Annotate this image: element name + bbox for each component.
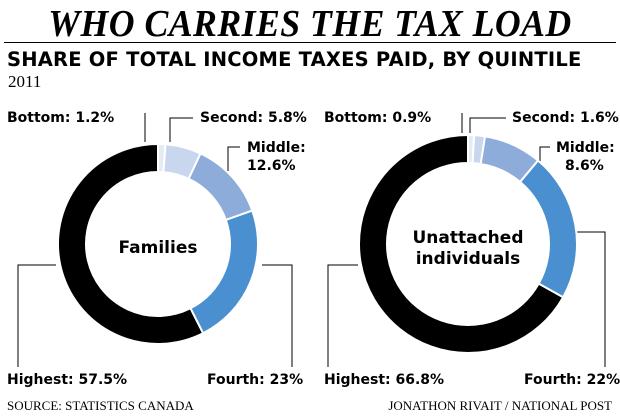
leader-line	[227, 146, 240, 171]
leader-line	[539, 146, 550, 166]
credit-note: JONATHON RIVAIT / NATIONAL POST	[388, 398, 612, 413]
leader-lines	[17, 113, 606, 367]
individuals-slice-highest	[358, 133, 565, 354]
source-note: SOURCE: STATISTICS CANADA	[7, 398, 194, 413]
individuals-highest-label: Highest: 66.8%	[324, 372, 445, 388]
families-middle-label: Middle:	[247, 140, 306, 156]
individuals-second-label: Second: 1.6%	[512, 110, 619, 126]
leader-line	[327, 264, 358, 367]
headline-rule	[4, 42, 616, 43]
families-donut	[57, 142, 259, 345]
families-bottom-label: Bottom: 1.2%	[7, 110, 115, 126]
chart-subtitle: SHARE OF TOTAL INCOME TAXES PAID, BY QUI…	[7, 48, 582, 71]
leader-line	[17, 264, 56, 367]
leader-line	[575, 231, 606, 367]
individuals-center-label: Unattached individuals	[408, 228, 528, 270]
individuals-center-line1: Unattached	[412, 228, 524, 248]
leader-line	[469, 117, 506, 133]
families-fourth-label: Fourth: 23%	[207, 372, 304, 388]
individuals-slice-fourth	[518, 159, 578, 299]
families-center-label: Families	[118, 238, 198, 258]
headline: WHO CARRIES THE TAX LOAD	[48, 3, 572, 45]
families-second-label: Second: 5.8%	[200, 110, 307, 126]
families-slice-middle	[187, 152, 254, 222]
individuals-bottom-label: Bottom: 0.9%	[324, 110, 432, 126]
individuals-middle-value: 8.6%	[565, 158, 604, 174]
individuals-donut	[358, 133, 578, 354]
leader-line	[262, 264, 293, 367]
leader-line	[169, 117, 193, 142]
individuals-center-line2: individuals	[415, 249, 521, 269]
families-highest-label: Highest: 57.5%	[7, 372, 128, 388]
individuals-fourth-label: Fourth: 22%	[524, 372, 620, 388]
families-middle-value: 12.6%	[247, 158, 296, 174]
families-slice-fourth	[189, 209, 259, 335]
chart-year: 2011	[8, 72, 42, 91]
individuals-middle-label: Middle:	[556, 140, 615, 156]
families-slice-highest	[57, 142, 205, 345]
